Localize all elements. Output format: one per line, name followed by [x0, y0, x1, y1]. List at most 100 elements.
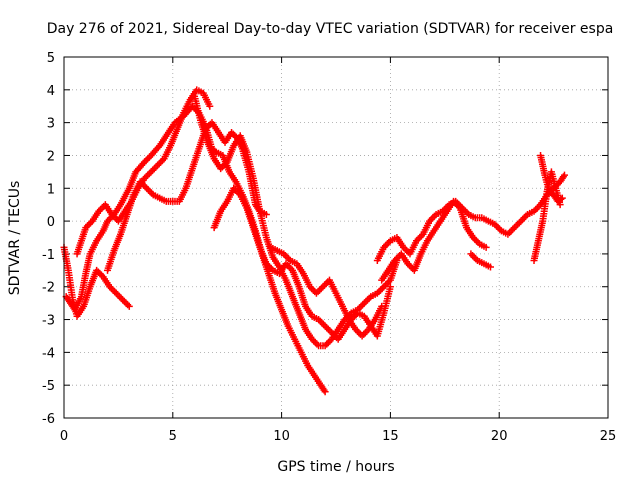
- data-point: [122, 299, 130, 307]
- y-tick-label: 5: [47, 51, 55, 66]
- data-point: [359, 301, 367, 309]
- data-point: [149, 166, 157, 174]
- y-tick-label: -2: [42, 281, 55, 296]
- data-point: [144, 155, 152, 163]
- data-point: [144, 186, 152, 194]
- y-axis-label: SDTVAR / TECUs: [7, 181, 23, 296]
- data-point: [154, 161, 162, 169]
- data-point: [355, 329, 363, 337]
- y-tick-label: -3: [42, 314, 55, 329]
- data-point: [378, 302, 386, 310]
- data-point: [314, 288, 322, 296]
- data-point: [311, 339, 319, 347]
- data-point: [514, 220, 522, 228]
- data-point: [360, 330, 368, 338]
- data-point: [321, 388, 329, 396]
- x-tick-label: 15: [382, 429, 399, 444]
- data-point: [560, 171, 568, 179]
- data-point: [115, 293, 123, 301]
- data-point: [467, 250, 475, 258]
- data-point: [378, 284, 386, 292]
- data-point: [362, 297, 370, 305]
- data-point: [283, 253, 291, 261]
- data-point: [429, 214, 437, 222]
- y-tick-label: -4: [42, 346, 55, 361]
- x-tick-label: 25: [600, 429, 617, 444]
- data-point: [360, 299, 368, 307]
- series-arc-9: [378, 197, 490, 284]
- data-point: [312, 289, 320, 297]
- y-tick-label: 2: [47, 149, 55, 164]
- data-point: [125, 302, 133, 310]
- data-point: [150, 165, 158, 173]
- data-point: [403, 247, 411, 255]
- data-point: [386, 283, 394, 291]
- data-point: [469, 252, 477, 260]
- data-point: [114, 291, 122, 299]
- data-point: [482, 243, 490, 251]
- data-point: [383, 240, 391, 248]
- data-point: [472, 237, 480, 245]
- data-point: [317, 284, 325, 292]
- data-point: [85, 220, 93, 228]
- data-point: [506, 229, 514, 237]
- data-point: [321, 281, 329, 289]
- data-point: [533, 204, 541, 212]
- data-point: [520, 214, 528, 222]
- data-point: [509, 225, 517, 233]
- data-point: [512, 222, 520, 230]
- data-point: [364, 296, 372, 304]
- data-point: [285, 263, 293, 271]
- data-point: [517, 217, 525, 225]
- y-tick-label: -1: [42, 248, 55, 263]
- data-point: [515, 219, 523, 227]
- data-point: [323, 340, 331, 348]
- data-point: [109, 286, 117, 294]
- data-point: [558, 194, 566, 202]
- data-point: [377, 286, 385, 294]
- data-point: [117, 294, 125, 302]
- y-tick-label: 1: [47, 182, 55, 197]
- data-point: [206, 102, 214, 110]
- axis-ticks: [63, 56, 609, 419]
- data-point: [143, 184, 151, 192]
- series-arc-1: [62, 102, 329, 396]
- chart-title: Day 276 of 2021, Sidereal Day-to-day VTE…: [47, 21, 614, 37]
- grid-lines: [64, 57, 608, 418]
- data-point: [309, 286, 317, 294]
- x-tick-label: 20: [491, 429, 508, 444]
- data-point: [470, 253, 478, 261]
- data-point: [361, 329, 369, 337]
- data-point: [323, 324, 331, 332]
- data-point: [510, 224, 518, 232]
- data-point: [319, 283, 327, 291]
- data-point: [324, 339, 332, 347]
- data-point: [155, 160, 163, 168]
- y-tick-label: -5: [42, 379, 55, 394]
- series-arc-2: [60, 243, 133, 320]
- data-point: [112, 289, 120, 297]
- data-point: [357, 302, 365, 310]
- series-arc-7: [267, 243, 386, 340]
- data-point: [313, 340, 321, 348]
- series-arc-5: [191, 92, 401, 350]
- data-point: [416, 234, 424, 241]
- plot-frame: [63, 56, 609, 419]
- series-arc-6: [210, 184, 394, 343]
- y-tick-label: -6: [42, 412, 55, 427]
- data-point: [120, 297, 128, 305]
- data-point: [262, 211, 270, 219]
- data-point: [557, 195, 565, 203]
- data-points: [60, 86, 568, 396]
- data-point: [152, 163, 160, 171]
- series-arc-10: [467, 250, 494, 271]
- y-tick-label: 0: [47, 215, 55, 230]
- data-point: [321, 322, 329, 330]
- y-tick-label: 3: [47, 117, 55, 132]
- x-tick-label: 5: [169, 429, 177, 444]
- tick-labels: 0 5 10 15 20 25 -6 -5 -4 -3 -2 -1 0 1 2 3 4 5: [42, 51, 616, 444]
- data-point: [318, 319, 326, 327]
- x-tick-label: 0: [60, 429, 68, 444]
- data-point: [486, 263, 494, 271]
